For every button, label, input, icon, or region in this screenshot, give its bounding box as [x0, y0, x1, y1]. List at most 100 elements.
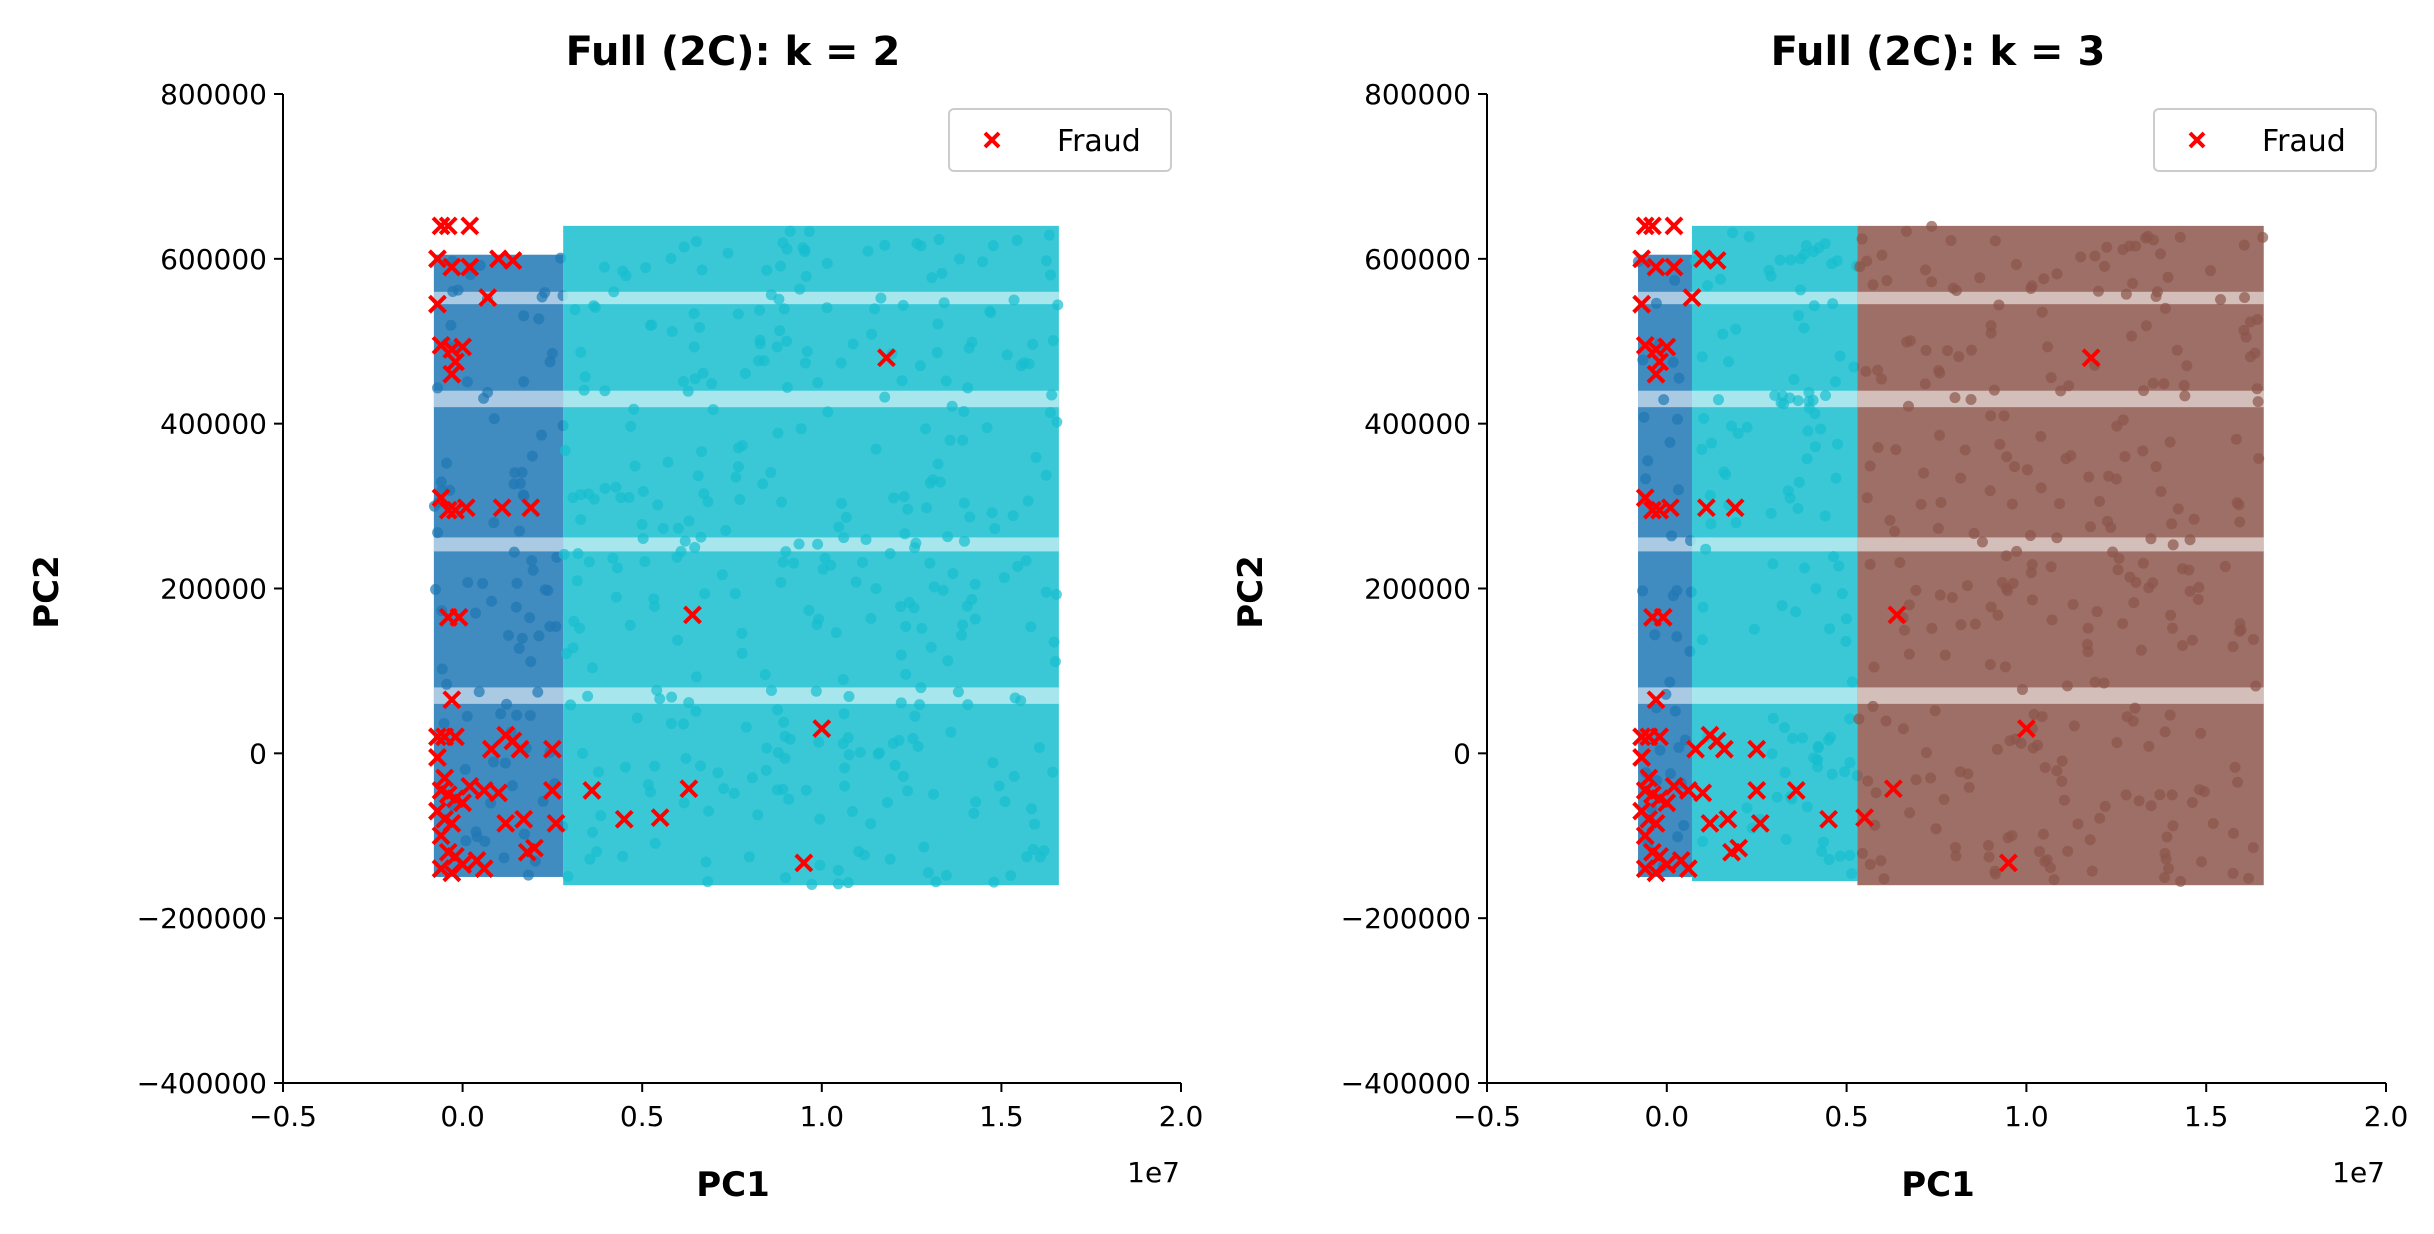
cluster-2-point — [752, 809, 764, 821]
cluster-3-point — [2042, 341, 2054, 353]
cluster-gap — [433, 687, 564, 704]
cluster-3-point — [2107, 546, 2119, 558]
cluster-3-point — [1985, 327, 1997, 339]
cluster-2-point — [1697, 601, 1709, 613]
cluster-3-point — [2099, 800, 2111, 812]
fraud-point — [525, 838, 544, 858]
fraud-point — [1660, 498, 1680, 518]
cluster-2-point — [1717, 328, 1729, 340]
cluster-2-point — [565, 699, 577, 711]
cluster-3-point — [2075, 251, 2087, 263]
x-tick-label: 1.5 — [2184, 1100, 2229, 1133]
cluster-3-point — [1989, 235, 2001, 247]
cluster-3-point — [1870, 787, 1882, 799]
cluster-1-point — [509, 467, 521, 479]
cluster-2-point — [688, 341, 700, 353]
cluster-3-point — [2147, 377, 2159, 389]
fraud-point — [474, 781, 494, 800]
cluster-gap — [563, 291, 1059, 305]
cluster-2-point — [730, 471, 742, 483]
cluster-3-point — [1897, 723, 1909, 735]
cluster-2-point — [771, 341, 783, 353]
cluster-2-point — [1782, 485, 1794, 497]
cluster-2-point — [1808, 752, 1820, 764]
cluster-2-point — [881, 796, 893, 808]
cluster-3-point — [2155, 485, 2167, 497]
fraud-point — [1883, 779, 1903, 799]
cluster-3-point — [1862, 775, 1874, 787]
cluster-2-point — [918, 841, 930, 853]
fraud-point — [1653, 607, 1673, 627]
cluster-2-point — [1020, 555, 1032, 567]
cluster-2-point — [1046, 389, 1058, 401]
y-tick-label: −200000 — [1341, 902, 1471, 935]
cluster-3-point — [1976, 536, 1988, 548]
cluster-1-point — [1649, 629, 1661, 641]
cluster-2-point — [623, 491, 635, 503]
cluster-2-point — [759, 669, 771, 681]
cluster-2-point — [662, 456, 674, 468]
cluster-2-point — [572, 548, 584, 560]
cluster-2-point — [639, 555, 651, 567]
cluster-3-point — [1919, 264, 1931, 276]
cluster-3-point — [2143, 740, 2155, 752]
cluster-2-point — [835, 357, 847, 369]
cluster-3-point — [1998, 410, 2010, 422]
y-tick-label: 600000 — [1364, 243, 1471, 276]
cluster-2-point — [837, 674, 849, 686]
cluster-3-point — [2181, 360, 2193, 372]
cluster-2-point — [733, 442, 745, 454]
cluster-3-point — [2036, 306, 2048, 318]
cluster-3-point — [1881, 274, 1893, 286]
cluster-2-point — [571, 575, 583, 587]
cluster-2-point — [1767, 558, 1779, 570]
cluster-3-point — [1985, 410, 1997, 422]
fraud-point — [460, 216, 480, 236]
cluster-2-point — [1833, 560, 1845, 572]
cluster-2-point — [814, 859, 826, 871]
cluster-3-point — [2138, 385, 2150, 397]
cluster-2-point — [631, 712, 643, 724]
cluster-3-point — [2103, 470, 2115, 482]
x-tick-label: 2.0 — [2364, 1100, 2409, 1133]
cluster-2-point — [1766, 748, 1778, 760]
cluster-3-point — [1864, 460, 1876, 472]
cluster-3-point — [1999, 661, 2011, 673]
cluster-2-point — [586, 826, 598, 838]
cluster-3-point — [2159, 847, 2171, 859]
fraud-point — [438, 216, 458, 236]
cluster-2-point — [1817, 836, 1829, 848]
cluster-2-point — [1798, 248, 1810, 260]
cluster-3-point — [2154, 789, 2166, 801]
cluster-2-point — [1774, 254, 1786, 266]
cluster-2-point — [832, 864, 844, 876]
cluster-2-point — [879, 239, 891, 251]
cluster-2-point — [779, 872, 791, 884]
cluster-2-point — [1834, 850, 1846, 862]
cluster-2-point — [1844, 849, 1856, 861]
cluster-2-point — [703, 805, 715, 817]
cluster-3-point — [2117, 414, 2129, 426]
cluster-2-point — [575, 346, 587, 358]
cluster-2-point — [911, 237, 923, 249]
cluster-2-point — [734, 493, 746, 505]
cluster-1-point — [1654, 744, 1666, 756]
fraud-point — [431, 826, 451, 846]
cluster-2-point — [698, 488, 710, 500]
cluster-2-point — [832, 878, 844, 890]
cluster-gap — [1857, 687, 2264, 704]
cluster-3-point — [2196, 856, 2208, 868]
cluster-3-point — [2215, 294, 2227, 306]
fraud-point — [1693, 783, 1713, 803]
cluster-2-point — [822, 406, 834, 418]
cluster-2-point — [1047, 335, 1059, 347]
cluster-3-point — [2235, 624, 2247, 636]
cluster-2-point — [907, 732, 919, 744]
cluster-2-point — [962, 382, 974, 394]
fraud-point — [542, 739, 562, 759]
cluster-3-point — [2026, 594, 2038, 606]
x-tick-label: 0.5 — [620, 1100, 665, 1133]
cluster-2-point — [795, 423, 807, 435]
cluster-3-point — [2060, 453, 2072, 465]
cluster-2-point — [897, 770, 909, 782]
